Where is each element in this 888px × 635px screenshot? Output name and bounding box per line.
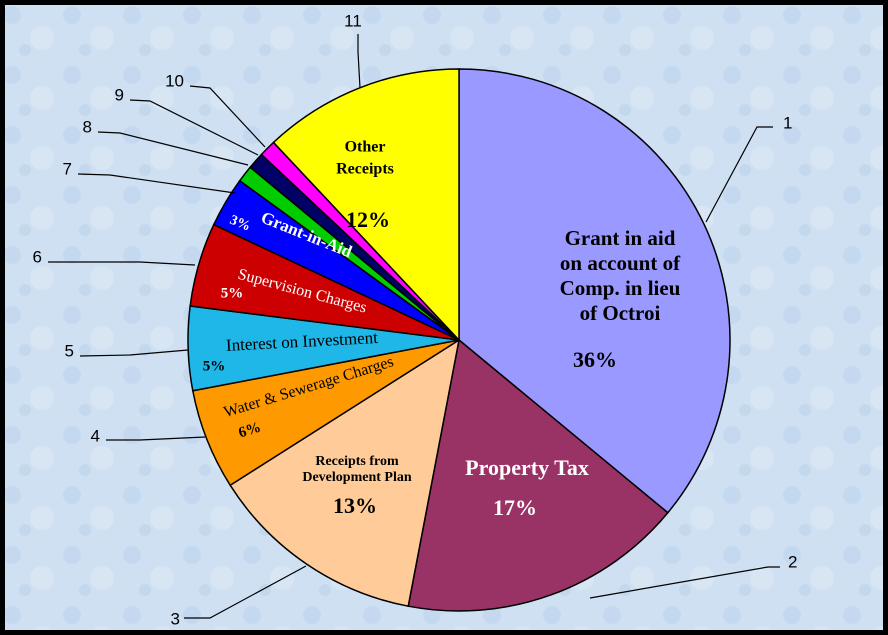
slice-label: of Octroi [580,301,661,325]
slice-label: Development Plan [302,470,411,485]
leader-line [705,126,773,223]
leader-line [77,173,236,194]
leader-label: 7 [63,159,72,178]
leader-label: 3 [171,609,180,628]
pie-slice [229,338,461,608]
value-label: 5% [221,285,244,301]
value-label: 3% [228,213,253,235]
value-label: 12% [346,207,390,232]
leader-label: 11 [344,11,362,30]
leader-line [589,566,780,599]
leader-line [97,131,249,166]
leader-line [189,85,266,148]
leader-line [129,99,259,156]
value-label: 17% [493,495,537,520]
slice-label: on account of [560,251,681,275]
value-label: 36% [573,347,617,372]
pie-slice [272,68,460,342]
slice-label: Grant in aid [565,226,676,250]
slice-label: Receipts [336,161,394,178]
leader-line [48,261,196,266]
slice-label: Receipts from [315,454,399,469]
leader-label: 2 [788,552,797,571]
slice-label: Other [345,139,386,156]
leader-line [106,436,206,441]
value-label: 13% [333,493,377,518]
leader-label: 1 [783,113,792,132]
leader-line [357,34,361,89]
leader-line [184,565,307,619]
leader-label: 5 [65,341,74,360]
leader-label: 9 [115,85,124,104]
value-label: 5% [203,358,226,374]
leader-label: 8 [83,117,92,136]
slice-label: Property Tax [465,455,589,480]
slice-label: Comp. in lieu [560,276,681,300]
leader-label: 10 [165,71,184,90]
pie-slice [458,68,731,514]
leader-label: 4 [91,426,100,445]
value-label: 6% [237,420,263,442]
leader-label: 6 [33,247,42,266]
leader-line [79,349,189,357]
pie-slice [407,338,669,612]
